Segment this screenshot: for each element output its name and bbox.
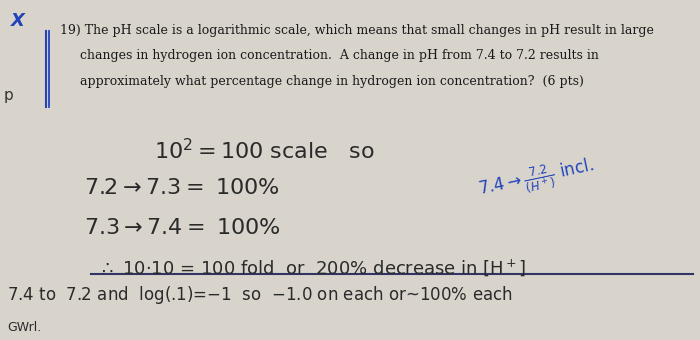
Text: p: p bbox=[4, 88, 13, 103]
Text: $\therefore$ 10$\cdot$10 = 100 fold  or  200% decrease in [H$^+$]: $\therefore$ 10$\cdot$10 = 100 fold or 2… bbox=[98, 257, 526, 277]
Text: $7.2 \rightarrow 7.3 =$ 100%: $7.2 \rightarrow 7.3 =$ 100% bbox=[84, 178, 280, 199]
Text: $10^2 = 100$ scale   so: $10^2 = 100$ scale so bbox=[154, 138, 374, 163]
Text: 7.4 to  7.2 and  log(.1)=$-$1  so  $-$1.0 on each or~100% each: 7.4 to 7.2 and log(.1)=$-$1 so $-$1.0 on… bbox=[7, 284, 512, 306]
Text: X: X bbox=[10, 12, 25, 30]
Text: GWrl.: GWrl. bbox=[7, 321, 41, 334]
Text: $7.3 \rightarrow 7.4 =$ 100%: $7.3 \rightarrow 7.4 =$ 100% bbox=[84, 218, 281, 238]
Text: approximately what percentage change in hydrogen ion concentration?  (6 pts): approximately what percentage change in … bbox=[60, 75, 583, 88]
Text: $7.4 \rightarrow \frac{7.2}{(H^+)}$ incl.: $7.4 \rightarrow \frac{7.2}{(H^+)}$ incl… bbox=[476, 153, 597, 206]
Text: 19) The pH scale is a logarithmic scale, which means that small changes in pH re: 19) The pH scale is a logarithmic scale,… bbox=[60, 24, 653, 37]
Text: changes in hydrogen ion concentration.  A change in pH from 7.4 to 7.2 results i: changes in hydrogen ion concentration. A… bbox=[60, 49, 598, 62]
